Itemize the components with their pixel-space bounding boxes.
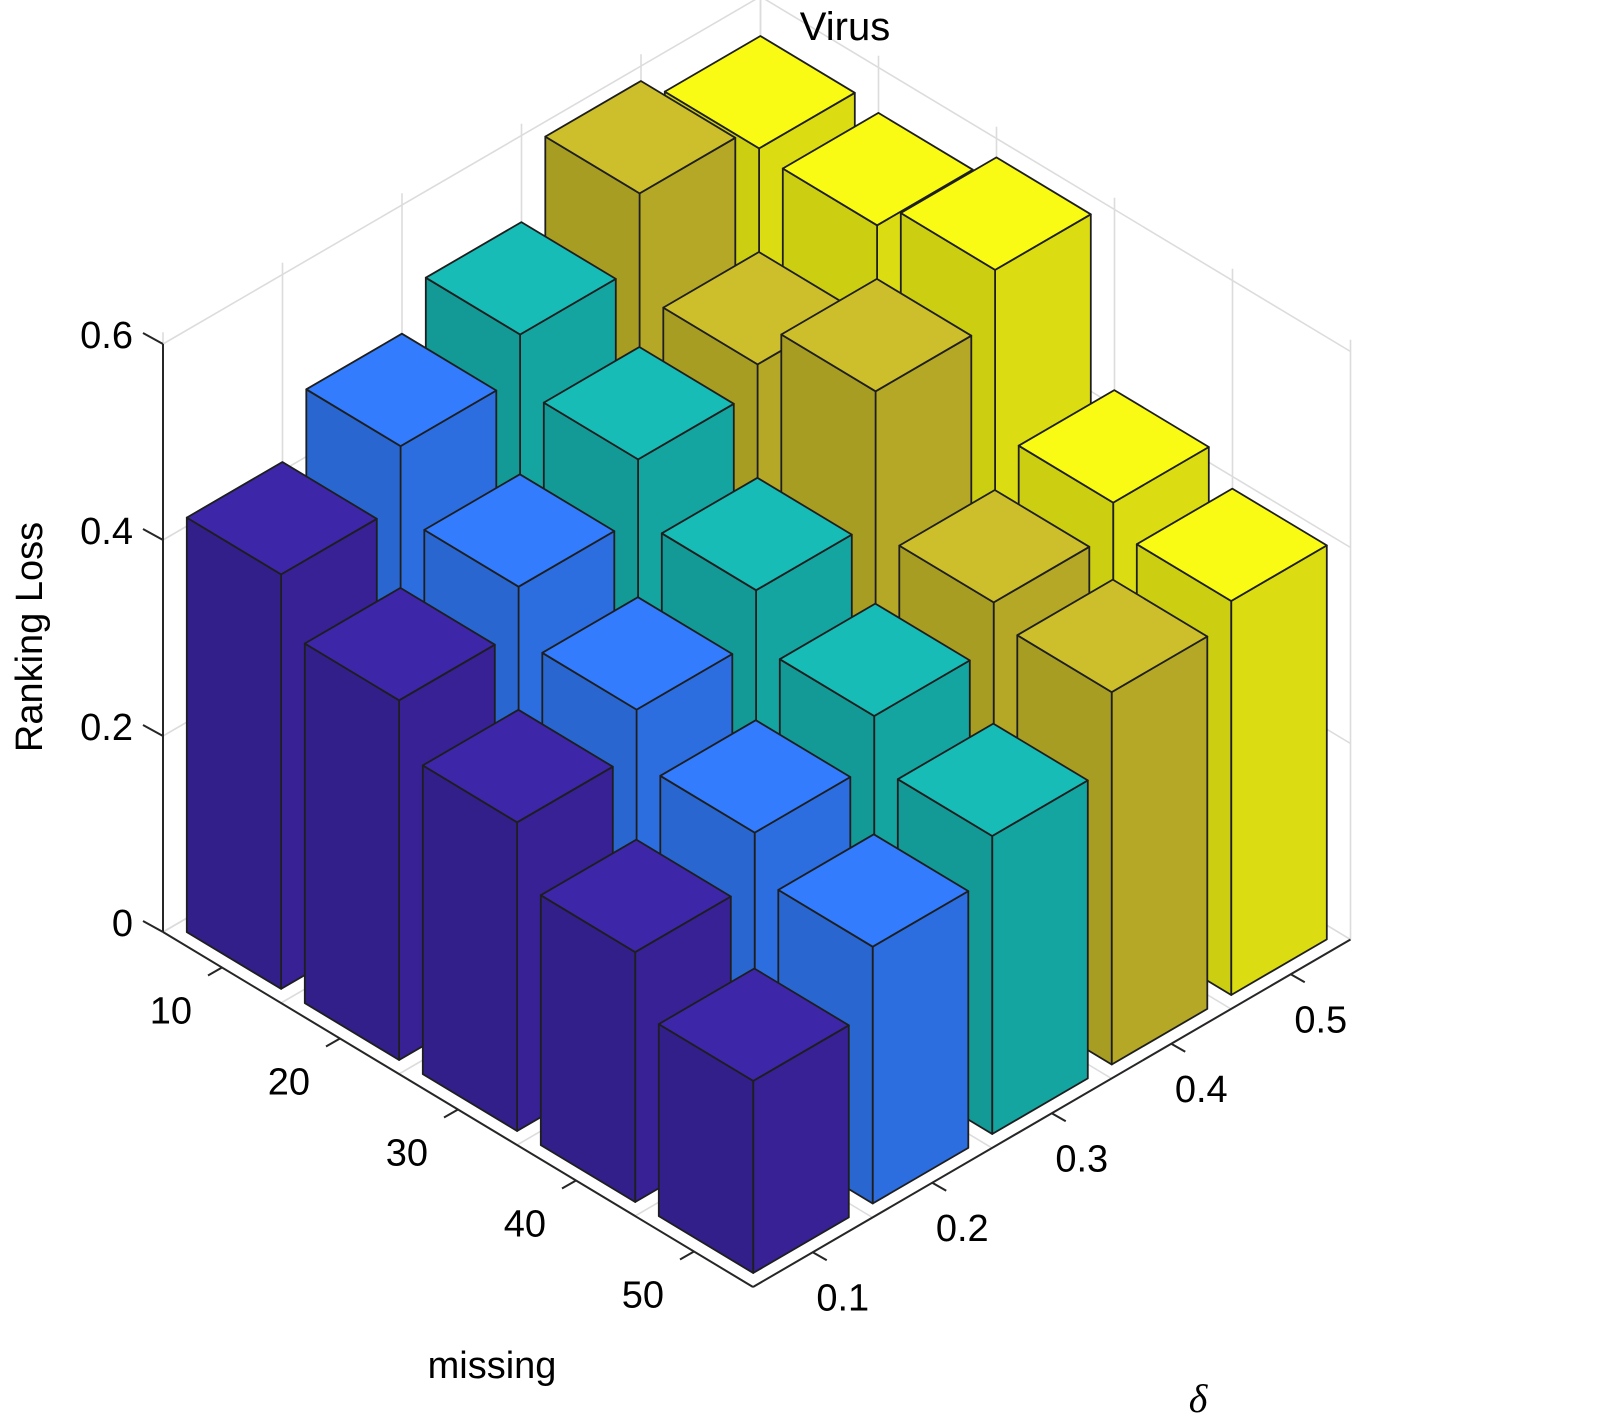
z-axis-label: Ranking Loss (9, 522, 51, 752)
z-tick-label: 0.2 (80, 707, 133, 749)
z-tick-label: 0.6 (80, 315, 133, 357)
y-tick-2 (1051, 1112, 1067, 1123)
axes-layer (142, 332, 1352, 1288)
y-tick-1 (931, 1181, 947, 1192)
bar-face-front (1230, 544, 1328, 996)
bar-face-top (896, 722, 1089, 837)
x-tick-3 (561, 1179, 577, 1190)
x-tick-label: 50 (622, 1275, 664, 1317)
bar-face-top (1016, 578, 1209, 693)
bar-face-top (899, 156, 1092, 271)
bar-face-top (185, 461, 378, 576)
z-tick-0 (142, 920, 164, 933)
z-tick-label: 0.4 (80, 511, 133, 553)
bar-face-top (421, 708, 614, 824)
y-tick-label: 0.3 (1055, 1138, 1108, 1180)
grid-line-z-3 (162, 0, 1351, 353)
bar-face-top (423, 473, 616, 588)
bar-face-front (1110, 635, 1209, 1066)
chart-title: Virus (800, 5, 890, 49)
x-tick-label: 30 (386, 1133, 428, 1175)
y-axis-label: δ (1189, 1376, 1209, 1421)
bar-face-top (660, 476, 853, 592)
y-tick-0 (812, 1251, 828, 1262)
bar-face-top (657, 967, 850, 1082)
x-tick-2 (443, 1108, 459, 1119)
x-tick-label: 20 (268, 1062, 310, 1104)
bar-face-top (898, 489, 1091, 604)
bar-face-top (780, 277, 973, 393)
x-axis-label: missing (428, 1345, 557, 1387)
bar-face-top (663, 35, 856, 150)
x-tick-label: 40 (504, 1204, 546, 1246)
bar-face-top (778, 602, 971, 717)
z-tick-label: 0 (112, 903, 133, 945)
bar-face-top (544, 80, 737, 195)
bar-delta-0.1-missing-50 (657, 967, 850, 1274)
bar-face-top (1017, 389, 1210, 504)
x-tick-label: 10 (150, 991, 192, 1033)
y-tick-4 (1290, 973, 1306, 984)
y-tick-label: 0.5 (1294, 999, 1347, 1041)
labels-layer: Virus Ranking Loss missing δ 0 0.2 0.4 0.6 1… (9, 5, 1347, 1421)
bar-face-top (659, 719, 852, 834)
bar-face-top (777, 833, 970, 948)
y-tick-label: 0.4 (1175, 1069, 1228, 1111)
bar-face-top (781, 112, 974, 227)
bar-face-side (303, 642, 401, 1061)
x-tick-1 (325, 1037, 341, 1048)
bar-face-front (991, 779, 1089, 1135)
y-tick-3 (1170, 1042, 1186, 1053)
bar-face-top (1135, 487, 1328, 602)
y-tick-label: 0.2 (936, 1208, 989, 1250)
y-tick-label: 0.1 (816, 1277, 869, 1319)
bar-face-top (541, 596, 734, 711)
bar-face-top (424, 221, 617, 336)
x-tick-0 (207, 966, 223, 977)
bar-face-side (185, 516, 283, 990)
bars-layer (185, 35, 1328, 1274)
z-tick-1 (142, 724, 164, 737)
z-tick-3 (142, 332, 164, 345)
x-tick-4 (679, 1250, 695, 1261)
z-tick-2 (142, 528, 164, 541)
bar-face-top (305, 332, 498, 448)
bar-face-side (421, 764, 518, 1132)
bar-face-top (539, 838, 732, 953)
bar-face-top (542, 346, 735, 461)
bar-face-top (303, 587, 496, 702)
